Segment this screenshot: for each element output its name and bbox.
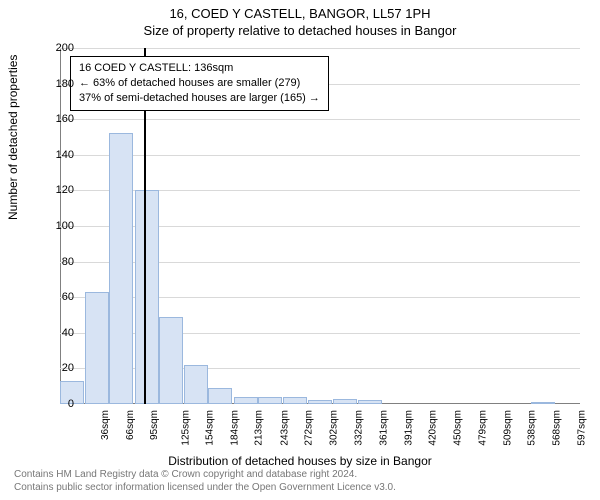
x-tick-label: 538sqm (527, 410, 538, 446)
x-tick-label: 568sqm (552, 410, 563, 446)
grid-line (60, 48, 580, 49)
histogram-bar (531, 402, 555, 404)
x-tick-label: 154sqm (205, 410, 216, 446)
y-tick-label: 100 (56, 220, 74, 232)
x-tick-label: 243sqm (279, 410, 290, 446)
x-tick-label: 125sqm (180, 410, 191, 446)
histogram-bar (85, 292, 109, 404)
histogram-bar (159, 317, 183, 404)
y-tick-label: 200 (56, 42, 74, 54)
x-tick-label: 95sqm (149, 410, 160, 440)
footer-line: Contains public sector information licen… (14, 481, 396, 494)
x-tick-label: 391sqm (403, 410, 414, 446)
x-tick-label: 66sqm (125, 410, 136, 440)
annotation-box: 16 COED Y CASTELL: 136sqm ← 63% of detac… (70, 56, 329, 111)
x-tick-label: 509sqm (502, 410, 513, 446)
x-tick-label: 479sqm (477, 410, 488, 446)
y-tick-label: 20 (62, 362, 74, 374)
histogram-bar (258, 397, 282, 404)
y-tick-label: 80 (62, 256, 74, 268)
histogram-chart: 16 COED Y CASTELL: 136sqm ← 63% of detac… (60, 48, 580, 404)
x-tick-label: 184sqm (230, 410, 241, 446)
annotation-line: 37% of semi-detached houses are larger (… (79, 91, 320, 106)
footer-line: Contains HM Land Registry data © Crown c… (14, 468, 396, 481)
x-tick-label: 272sqm (304, 410, 315, 446)
page-subtitle: Size of property relative to detached ho… (0, 21, 600, 38)
histogram-bar (184, 365, 208, 404)
y-tick-label: 140 (56, 149, 74, 161)
y-tick-label: 40 (62, 327, 74, 339)
histogram-bar (109, 133, 133, 404)
histogram-bar (283, 397, 307, 404)
y-tick-label: 60 (62, 291, 74, 303)
x-tick-label: 332sqm (354, 410, 365, 446)
x-tick-label: 597sqm (576, 410, 587, 446)
y-tick-label: 120 (56, 184, 74, 196)
y-tick-label: 180 (56, 78, 74, 90)
histogram-bar (358, 400, 382, 404)
grid-line (60, 155, 580, 156)
x-tick-label: 420sqm (428, 410, 439, 446)
footer-attribution: Contains HM Land Registry data © Crown c… (14, 468, 396, 494)
x-tick-label: 450sqm (453, 410, 464, 446)
grid-line (60, 119, 580, 120)
histogram-bar (308, 400, 332, 404)
x-axis-label: Distribution of detached houses by size … (0, 454, 600, 468)
histogram-bar (208, 388, 232, 404)
page-title: 16, COED Y CASTELL, BANGOR, LL57 1PH (0, 0, 600, 21)
x-tick-label: 302sqm (329, 410, 340, 446)
y-tick-label: 160 (56, 113, 74, 125)
histogram-bar (135, 190, 159, 404)
x-tick-label: 36sqm (100, 410, 111, 440)
histogram-bar (333, 399, 357, 404)
x-tick-label: 213sqm (254, 410, 265, 446)
x-tick-label: 361sqm (378, 410, 389, 446)
annotation-line: ← 63% of detached houses are smaller (27… (79, 76, 320, 91)
y-tick-label: 0 (68, 398, 74, 410)
y-axis-label: Number of detached properties (6, 55, 20, 220)
annotation-line: 16 COED Y CASTELL: 136sqm (79, 61, 320, 76)
histogram-bar (234, 397, 258, 404)
